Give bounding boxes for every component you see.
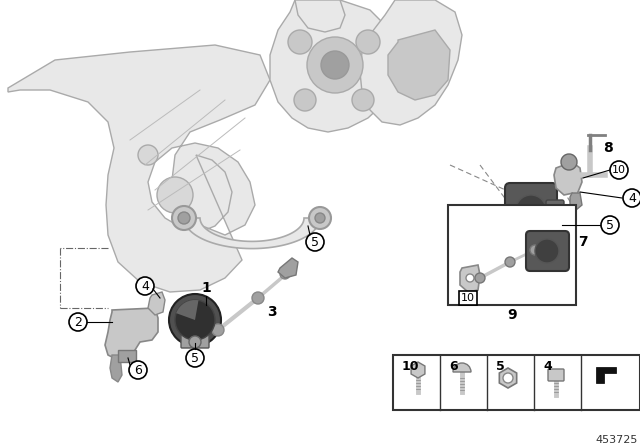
Circle shape: [307, 37, 363, 93]
Circle shape: [189, 336, 201, 348]
Circle shape: [294, 89, 316, 111]
Circle shape: [535, 239, 559, 263]
Circle shape: [212, 324, 224, 336]
Polygon shape: [554, 162, 582, 195]
Circle shape: [466, 274, 474, 282]
FancyBboxPatch shape: [505, 183, 557, 238]
Polygon shape: [460, 265, 480, 292]
Circle shape: [169, 294, 221, 346]
Text: 5: 5: [311, 236, 319, 249]
Text: 9: 9: [507, 308, 517, 322]
Circle shape: [280, 269, 290, 279]
Text: 5: 5: [495, 360, 504, 373]
Polygon shape: [148, 292, 165, 315]
Circle shape: [623, 189, 640, 207]
FancyBboxPatch shape: [548, 369, 564, 381]
Circle shape: [610, 161, 628, 179]
Text: 6: 6: [134, 363, 142, 376]
Circle shape: [138, 145, 158, 165]
Bar: [448, 205, 576, 305]
Circle shape: [157, 177, 193, 213]
Text: 6: 6: [450, 360, 458, 373]
Wedge shape: [453, 363, 471, 372]
Polygon shape: [270, 0, 400, 132]
Circle shape: [505, 257, 515, 267]
Circle shape: [252, 292, 264, 304]
Circle shape: [306, 233, 324, 251]
Polygon shape: [360, 0, 462, 125]
Wedge shape: [176, 300, 198, 320]
Circle shape: [530, 245, 540, 255]
Polygon shape: [388, 30, 450, 100]
Polygon shape: [110, 355, 122, 382]
Circle shape: [356, 30, 380, 54]
Text: 453725: 453725: [596, 435, 638, 445]
Polygon shape: [184, 218, 320, 249]
Polygon shape: [411, 362, 425, 378]
Circle shape: [475, 273, 485, 283]
Text: 4: 4: [628, 191, 636, 204]
Circle shape: [555, 218, 569, 232]
Polygon shape: [570, 193, 582, 210]
Circle shape: [601, 216, 619, 234]
FancyBboxPatch shape: [181, 334, 209, 348]
FancyBboxPatch shape: [459, 291, 477, 305]
Polygon shape: [295, 0, 345, 32]
Circle shape: [172, 206, 196, 230]
Circle shape: [288, 30, 312, 54]
Polygon shape: [596, 367, 616, 383]
Polygon shape: [105, 308, 158, 360]
Circle shape: [186, 349, 204, 367]
Circle shape: [178, 212, 190, 224]
Circle shape: [352, 89, 374, 111]
Text: 4: 4: [543, 360, 552, 373]
Text: 7: 7: [578, 235, 588, 249]
Circle shape: [175, 300, 215, 340]
Circle shape: [315, 213, 325, 223]
Text: 5: 5: [191, 352, 199, 365]
Circle shape: [321, 51, 349, 79]
Circle shape: [309, 207, 331, 229]
Circle shape: [516, 195, 546, 225]
Text: 10: 10: [401, 360, 419, 373]
Text: 10: 10: [461, 293, 475, 303]
Wedge shape: [561, 154, 577, 170]
Text: 3: 3: [267, 305, 277, 319]
Text: 5: 5: [606, 219, 614, 232]
Text: 2: 2: [74, 315, 82, 328]
FancyBboxPatch shape: [526, 231, 569, 271]
Text: 4: 4: [141, 280, 149, 293]
Polygon shape: [8, 45, 270, 292]
Text: 8: 8: [603, 141, 612, 155]
FancyBboxPatch shape: [546, 200, 564, 220]
Circle shape: [503, 373, 513, 383]
Bar: [393, 355, 640, 410]
Circle shape: [136, 277, 154, 295]
Circle shape: [69, 313, 87, 331]
Polygon shape: [499, 368, 516, 388]
Circle shape: [129, 361, 147, 379]
Text: 1: 1: [201, 281, 211, 295]
Text: 10: 10: [612, 165, 626, 175]
Bar: [118, 350, 136, 362]
Polygon shape: [278, 258, 298, 278]
